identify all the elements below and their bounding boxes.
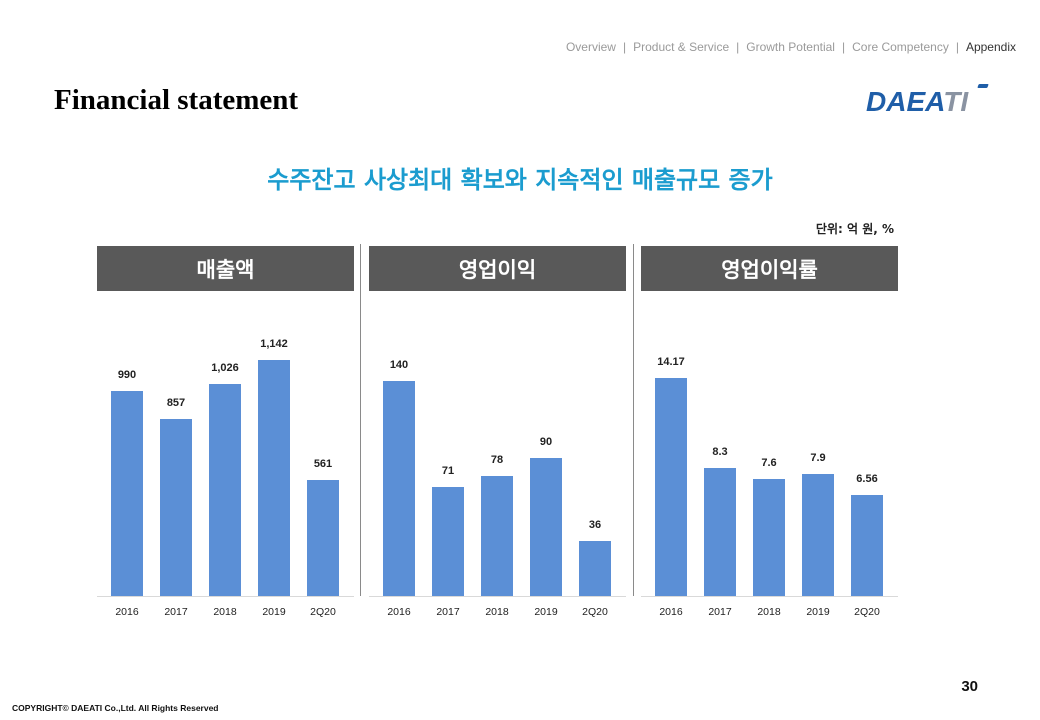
nav-item-overview[interactable]: Overview [565,40,616,54]
logo-accent-text: TI [943,86,969,117]
bar-value-label: 990 [117,369,137,382]
chart-bar [579,540,611,596]
chart-bar [481,476,513,596]
copyright-notice: COPYRIGHT© DAEATI Co.,Ltd. All Rights Re… [12,703,219,713]
headline: 수주잔고 사상최대 확보와 지속적인 매출규모 증가 [267,166,773,194]
chart-bar [753,479,785,596]
chart-revenue: 990 2016 857 2017 1,026 2018 1,142 2019 561 2Q20 [97,296,354,626]
logo-accent-mark [977,84,989,88]
top-navigation: Overview | Product & Service | Growth Potent… [566,40,1016,54]
x-tick-label: 2019 [806,606,830,618]
chart-operating-profit: 140 2016 71 2017 78 2018 90 2019 36 2Q20 [369,296,626,626]
chart-bar [209,383,241,596]
company-logo: DAEATI [866,84,989,118]
x-tick-label: 2016 [659,606,683,618]
bar-value-label: 1,026 [211,361,239,374]
panel-divider [633,244,634,596]
x-tick-label: 2019 [534,606,558,618]
chart-baseline [641,596,898,597]
chart-bar [258,359,290,596]
chart-bar [802,474,834,596]
bar-value-label: 561 [313,457,333,470]
bar-value-label: 71 [441,464,455,477]
x-tick-label: 2Q20 [582,606,608,618]
nav-separator: | [622,40,627,54]
chart-operating-margin: 14.17 2016 8.3 2017 7.6 2018 7.9 2019 6.56 2Q20 [641,296,898,626]
chart-bar [307,479,339,596]
x-tick-label: 2017 [164,606,188,618]
chart-bar [655,378,687,596]
chart-header-operating-profit: 영업이익 [369,246,626,291]
x-tick-label: 2016 [115,606,139,618]
bar-value-label: 140 [389,358,409,371]
unit-label: 단위: 억 원, % [815,222,894,236]
x-tick-label: 2Q20 [854,606,880,618]
bar-value-label: 1,142 [260,337,288,350]
bar-value-label: 8.3 [712,446,728,459]
chart-header-operating-margin: 영업이익률 [641,246,898,291]
x-tick-label: 2017 [436,606,460,618]
bar-value-label: 90 [539,435,553,448]
bar-value-label: 78 [490,454,504,466]
bar-value-label: 14.17 [657,356,685,368]
x-tick-label: 2017 [708,606,732,618]
logo-main-text: DAEA [866,86,944,117]
nav-separator: | [736,40,740,54]
bar-value-label: 36 [588,518,602,531]
nav-item-growth-potential[interactable]: Growth Potential [746,40,835,54]
bar-value-label: 7.9 [810,452,826,465]
chart-bar [851,495,883,596]
x-tick-label: 2016 [387,606,411,618]
bar-value-label: 6.56 [856,473,878,486]
x-tick-label: 2018 [485,606,509,618]
x-tick-label: 2Q20 [310,606,336,618]
chart-bar [704,468,736,596]
chart-bar [111,391,143,596]
chart-bar [160,418,192,596]
chart-bar [530,457,562,596]
panel-divider [360,244,361,596]
nav-separator: | [955,40,959,54]
page-number: 30 [961,678,978,695]
chart-baseline [369,596,626,597]
nav-separator: | [841,40,846,54]
nav-item-product-service[interactable]: Product & Service [633,40,730,54]
nav-item-core-competency[interactable]: Core Competency [852,40,949,54]
x-tick-label: 2019 [262,606,286,618]
chart-header-revenue: 매출액 [97,246,354,291]
chart-bar [383,380,415,596]
chart-bar [432,486,464,596]
bar-value-label: 7.6 [761,457,777,470]
bar-value-label: 857 [166,396,186,409]
nav-item-appendix[interactable]: Appendix [965,40,1016,54]
page-title: Financial statement [54,84,299,116]
x-tick-label: 2018 [213,606,237,618]
x-tick-label: 2018 [757,606,781,618]
chart-baseline [97,596,354,597]
